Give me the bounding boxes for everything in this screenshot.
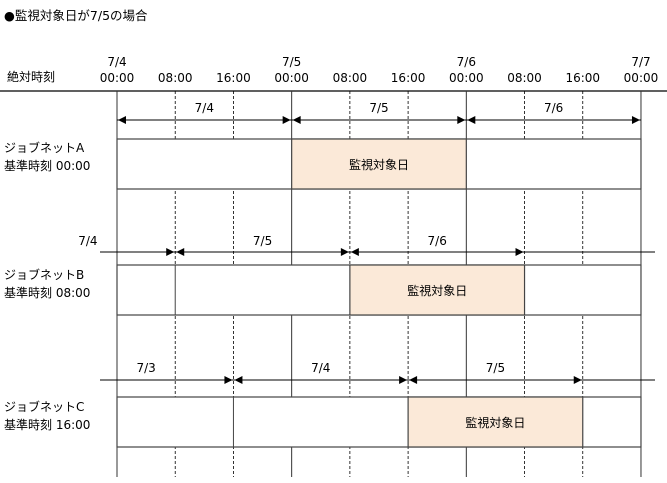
tick-time-label: 00:00 [100, 71, 135, 85]
arrow-right-icon [399, 376, 408, 384]
row-name-c: ジョブネットC [4, 400, 85, 414]
day-label: 7/4 [195, 101, 214, 115]
tick-time-label: 00:00 [274, 71, 309, 85]
tick-time-label: 08:00 [333, 71, 368, 85]
arrow-right-icon [515, 248, 524, 256]
tick-date-label: 7/6 [457, 55, 476, 69]
arrow-left-icon [467, 116, 476, 124]
row-base-b: 基準時刻 08:00 [4, 286, 91, 300]
day-label: 7/6 [428, 234, 447, 248]
title: ●監視対象日が7/5の場合 [4, 8, 148, 23]
tick-time-label: 08:00 [158, 71, 193, 85]
arrow-right-icon [282, 116, 291, 124]
day-label: 7/5 [369, 101, 388, 115]
arrow-left-icon [234, 376, 243, 384]
tick-date-label: 7/7 [631, 55, 650, 69]
arrow-left-icon [350, 248, 359, 256]
monitored-day-box [349, 264, 526, 316]
arrow-left-icon [176, 248, 185, 256]
monitored-day-label: 監視対象日 [349, 157, 409, 172]
arrow-right-icon [166, 248, 175, 256]
day-label: 7/4 [78, 234, 97, 248]
tick-date-label: 7/5 [282, 55, 301, 69]
tick-time-label: 00:00 [449, 71, 484, 85]
monitored-day-label: 監視対象日 [465, 415, 525, 430]
tick-time-label: 00:00 [624, 71, 659, 85]
day-label: 7/3 [136, 361, 155, 375]
day-label: 7/4 [311, 361, 330, 375]
arrow-left-icon [118, 116, 126, 124]
tick-time-label: 16:00 [391, 71, 426, 85]
tick-date-label: 7/4 [107, 55, 126, 69]
arrow-right-icon [631, 116, 640, 124]
row-base-a: 基準時刻 00:00 [4, 159, 91, 173]
day-label: 7/5 [486, 361, 505, 375]
monitored-day-label: 監視対象日 [407, 283, 467, 298]
arrow-right-icon [224, 376, 233, 384]
tick-time-label: 08:00 [507, 71, 542, 85]
arrow-right-icon [573, 376, 582, 384]
arrow-right-icon [457, 116, 466, 124]
axis-label: 絶対時刻 [7, 70, 56, 84]
arrow-left-icon [292, 116, 301, 124]
monitored-day-box [407, 396, 584, 448]
arrow-right-icon [340, 248, 349, 256]
monitored-day-box [291, 138, 467, 190]
row-name-a: ジョブネットA [4, 141, 85, 155]
day-label: 7/6 [544, 101, 563, 115]
day-label: 7/5 [253, 234, 272, 248]
tick-time-label: 16:00 [216, 71, 251, 85]
row-base-c: 基準時刻 16:00 [4, 418, 91, 432]
arrow-left-icon [409, 376, 418, 384]
row-name-b: ジョブネットB [4, 268, 85, 282]
tick-time-label: 16:00 [565, 71, 600, 85]
